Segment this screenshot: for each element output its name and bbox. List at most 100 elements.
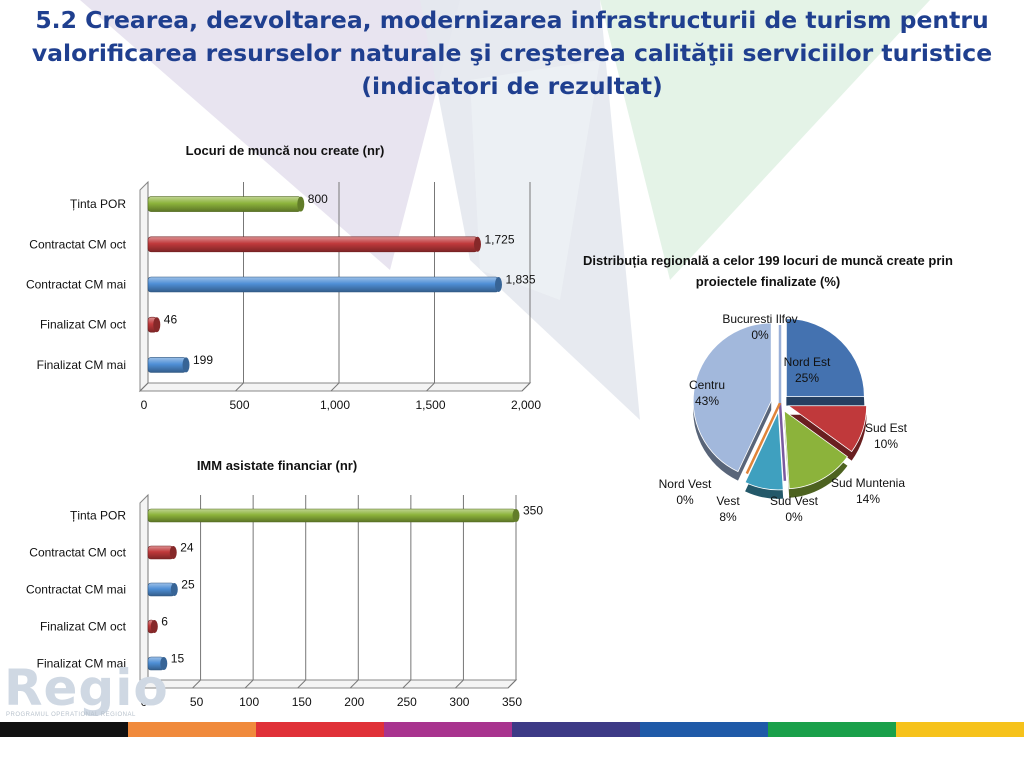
category-label: Contractat CM oct	[29, 237, 126, 251]
slide-title-line-3: (indicatori de rezultat)	[361, 72, 663, 100]
slide-title: 5.2 Crearea, dezvoltarea, modernizarea i…	[0, 4, 1024, 103]
pie-slice-percent: 8%	[719, 510, 737, 524]
stripe-segment	[896, 722, 1024, 737]
bar	[147, 236, 478, 253]
pie-slice	[787, 405, 867, 461]
bar-end-cap	[169, 546, 177, 559]
pie-slice-percent: 43%	[695, 394, 719, 408]
pie-slice	[744, 411, 784, 499]
category-label: Ținta POR	[70, 197, 126, 211]
value-label: 24	[180, 541, 194, 555]
chart-tick-labels: 0 500 1,000 1,500 2,000	[141, 398, 542, 412]
x-tick-label: 50	[190, 695, 204, 709]
value-label: 1,835	[505, 273, 535, 287]
pie-slices	[692, 318, 867, 499]
bar	[147, 276, 499, 293]
bar-end-cap	[150, 620, 158, 633]
pie-slice	[785, 318, 865, 406]
bar-end-cap	[297, 196, 305, 212]
chart-category-labels: Ținta POR Contractat CM oct Contractat CM …	[26, 197, 127, 372]
bar	[147, 357, 187, 373]
pie-slice-name: Nord Vest	[659, 477, 712, 491]
x-tick-label: 2,000	[511, 398, 541, 412]
gridline-floor	[455, 679, 464, 689]
pie-slice	[692, 322, 772, 481]
x-tick-label: 0	[141, 398, 148, 412]
gridline-floor	[192, 679, 201, 689]
category-label: Finalizat CM oct	[40, 620, 127, 634]
x-tick-label: 250	[397, 695, 417, 709]
x-tick-label: 500	[229, 398, 249, 412]
chart-tick-labels: 0 50 100 150 200 250 300 350	[141, 695, 523, 709]
category-label: Finalizat CM mai	[37, 657, 126, 671]
footer-color-stripe	[0, 722, 1024, 737]
gridline-floor	[297, 679, 307, 689]
stripe-segment	[0, 722, 128, 737]
gridline-floor	[349, 679, 359, 689]
pie-slice-top	[787, 405, 867, 453]
category-label: Ținta POR	[70, 509, 126, 523]
bar	[147, 582, 175, 597]
value-label: 800	[308, 192, 328, 206]
pie-slice	[745, 402, 782, 475]
bar	[147, 545, 174, 560]
jobs-bar-chart: Locuri de muncă nou create (nr) Ținta PO…	[26, 143, 542, 412]
pie-title-line-2: proiectele finalizate (%)	[696, 274, 840, 289]
gridline-floor	[139, 382, 149, 392]
x-tick-label: 1,500	[415, 398, 445, 412]
bar-end-cap	[170, 583, 178, 596]
pie-slice-percent: 10%	[874, 437, 898, 451]
chart-bars	[147, 196, 502, 373]
bar-end-cap	[153, 317, 161, 333]
value-label: 15	[171, 652, 185, 666]
pie-slice-top	[783, 410, 848, 490]
gridline-floor	[139, 679, 149, 689]
stripe-segment	[128, 722, 256, 737]
regional-pie-chart: Distribuția regională a celor 199 locuri…	[583, 253, 953, 524]
stripe-segment	[512, 722, 640, 737]
value-label: 1,725	[484, 232, 514, 246]
value-label: 6	[161, 615, 168, 629]
bar-end-cap	[160, 657, 168, 670]
x-tick-label: 1,000	[320, 398, 350, 412]
value-label: 46	[164, 313, 178, 327]
value-label: 199	[193, 353, 213, 367]
category-label: Contractat CM mai	[26, 583, 126, 597]
pie-slice-percent: 0%	[785, 510, 803, 524]
value-label: 350	[523, 504, 543, 518]
chart-title: IMM asistate financiar (nr)	[197, 458, 357, 473]
bar	[147, 196, 302, 212]
pie-slice	[778, 402, 787, 481]
chart-title: Locuri de muncă nou create (nr)	[186, 143, 385, 158]
gridline-floor	[244, 679, 254, 689]
logo-wordmark: Regio	[4, 659, 169, 717]
x-tick-label: 300	[449, 695, 469, 709]
pie-slice-zero	[745, 402, 782, 475]
pie-slice-percent: 0%	[751, 328, 769, 342]
pie-slice-name: Sud Est	[865, 421, 908, 435]
gridline-floor	[426, 382, 435, 392]
pie-slice-top	[692, 322, 772, 473]
x-tick-label: 350	[502, 695, 522, 709]
gridline-floor	[521, 382, 531, 392]
pie-slice-name: Bucuresti Ilfov	[722, 312, 797, 326]
pie-slice-name: Sud Muntenia	[831, 476, 905, 490]
stripe-segment	[768, 722, 896, 737]
chart-bars	[147, 508, 520, 671]
category-label: Contractat CM oct	[29, 546, 126, 560]
pie-slice-percent: 25%	[795, 371, 819, 385]
x-tick-label: 150	[292, 695, 312, 709]
stripe-segment	[640, 722, 768, 737]
gridline-floor	[330, 382, 340, 392]
pie-slice-name: Nord Est	[784, 355, 831, 369]
bg-shape-light	[470, 60, 600, 300]
pie-slice-percent: 14%	[856, 492, 880, 506]
chart-gridlines	[139, 495, 517, 689]
pie-slice-percent: 0%	[676, 493, 694, 507]
bar-end-cap	[473, 236, 481, 252]
pie-slice-name: Sud Vest	[770, 494, 819, 508]
chart-value-labels: 800 1,725 1,835 46 199	[164, 192, 536, 367]
gridline-floor	[402, 679, 412, 689]
value-label: 25	[181, 578, 195, 592]
